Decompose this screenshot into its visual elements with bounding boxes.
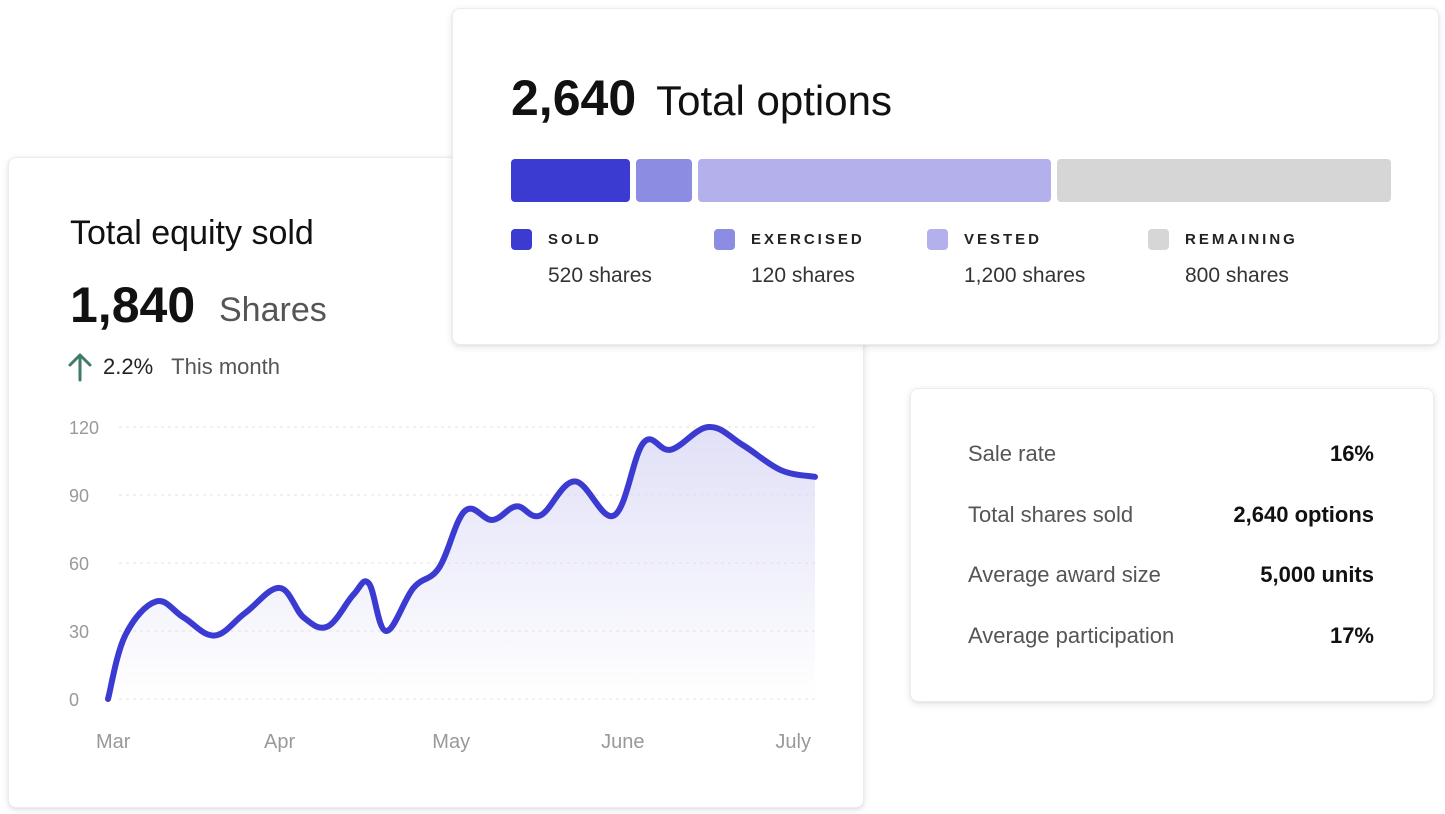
equity-value: 1,840 (70, 277, 196, 333)
stat-row-average-award-size: Average award size 5,000 units (968, 562, 1374, 588)
stat-value: 17% (1329, 623, 1374, 648)
legend-label-remaining: REMAINING (1185, 231, 1298, 248)
bar-segment-vested (698, 159, 1051, 202)
change-period: This month (171, 354, 280, 379)
equity-unit: Shares (219, 291, 327, 329)
equity-change: 2.2% This month (67, 352, 280, 382)
stat-row-total-shares-sold: Total shares sold 2,640 options (968, 502, 1374, 528)
stat-label: Average award size (968, 562, 1161, 587)
stat-value: 5,000 units (1260, 562, 1374, 587)
change-percent: 2.2% (103, 354, 154, 379)
legend-label-exercised: EXERCISED (751, 231, 865, 248)
legend-value-sold: 520 shares (548, 264, 652, 287)
equity-line-chart: 0 30 60 90 120 Mar Apr May June July (69, 418, 818, 753)
x-tick-label: June (601, 731, 644, 753)
y-tick-label: 0 (69, 690, 79, 710)
x-tick-label: Apr (264, 731, 295, 753)
options-header: 2,640 Total options (511, 69, 892, 127)
legend-label-sold: SOLD (548, 231, 602, 248)
y-tick-label: 120 (69, 418, 99, 438)
bar-segment-sold (511, 159, 630, 202)
legend-swatch-sold (511, 229, 532, 250)
legend-label-vested: VESTED (964, 231, 1043, 248)
options-label: Total options (656, 77, 892, 124)
stat-row-average-participation: Average participation 17% (968, 623, 1374, 649)
stat-label: Total shares sold (968, 502, 1134, 527)
chart-series-line (105, 424, 818, 702)
legend-swatch-remaining (1148, 229, 1169, 250)
bar-segment-remaining (1057, 159, 1391, 202)
legend-value-exercised: 120 shares (751, 264, 855, 287)
bar-segment-exercised (636, 159, 692, 202)
arrow-up-icon (68, 353, 92, 382)
legend-swatch-exercised (714, 229, 735, 250)
x-tick-label: May (432, 731, 470, 753)
options-total: 2,640 (511, 70, 637, 126)
stat-label: Sale rate (968, 441, 1057, 466)
y-tick-label: 30 (69, 622, 89, 642)
legend-swatch-vested (927, 229, 948, 250)
y-tick-label: 90 (69, 486, 89, 506)
stats-card: Sale rate 16% Total shares sold 2,640 op… (910, 388, 1434, 702)
legend-value-remaining: 800 shares (1185, 264, 1289, 287)
options-stacked-bar (511, 159, 1391, 202)
y-tick-label: 60 (69, 554, 89, 574)
stat-value: 16% (1329, 441, 1374, 466)
x-tick-label: Mar (96, 731, 131, 753)
stat-label: Average participation (968, 623, 1175, 648)
stat-row-sale-rate: Sale rate 16% (968, 441, 1374, 467)
legend-value-vested: 1,200 shares (964, 264, 1086, 287)
x-tick-label: July (775, 731, 811, 753)
equity-title: Total equity sold (70, 214, 314, 252)
chart-area-fill (108, 426, 815, 699)
stat-value: 2,640 options (1233, 502, 1374, 527)
options-card: 2,640 Total options SOLD 520 shares EXER… (452, 8, 1439, 345)
